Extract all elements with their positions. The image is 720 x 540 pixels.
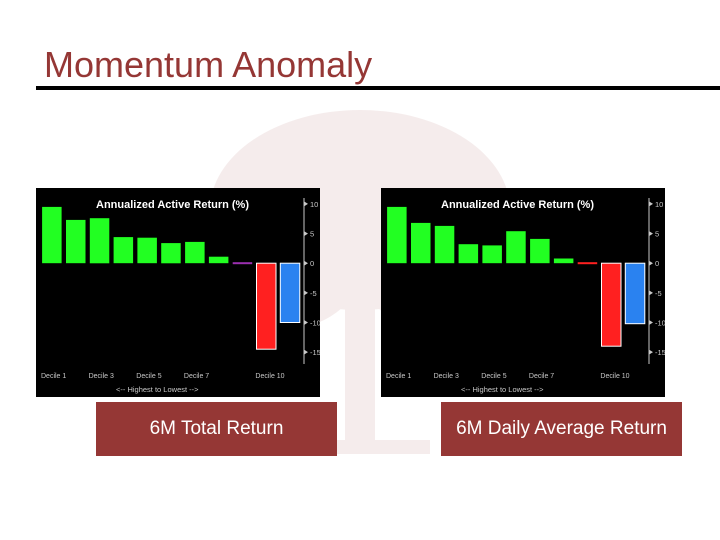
- y-tick-label: -5: [655, 289, 662, 298]
- y-tick-marker: [304, 260, 308, 266]
- caption-total-return: 6M Total Return: [96, 402, 337, 456]
- y-tick-label: 0: [310, 259, 314, 268]
- bar-2: [411, 222, 431, 264]
- x-axis-label: <-- Highest to Lowest -->: [116, 385, 199, 394]
- bar-6: [506, 231, 526, 264]
- chart-daily-average-return-svg: Annualized Active Return (%) 10 5 0 -5 -10 -15…: [386, 198, 665, 394]
- y-tick-label: -15: [655, 348, 665, 357]
- y-tick-marker: [304, 201, 308, 207]
- y-tick-marker: [649, 201, 653, 207]
- y-tick-marker: [304, 320, 308, 325]
- bar-8: [208, 256, 229, 264]
- x-tick-label: Decile 7: [184, 373, 209, 380]
- x-tick-label: Decile 3: [89, 373, 114, 380]
- title-underline: [36, 86, 720, 90]
- chart-daily-average-return: Annualized Active Return (%) 10 5 0 -5 -10 -15…: [381, 188, 665, 397]
- bar-8: [553, 258, 574, 264]
- y-tick-marker: [649, 231, 653, 237]
- y-tick-label: -15: [310, 348, 320, 357]
- y-tick-marker: [304, 231, 308, 237]
- bar-3: [434, 225, 455, 264]
- bar-4: [458, 244, 479, 264]
- x-tick-label: Decile 10: [255, 373, 284, 380]
- y-tick-marker: [304, 349, 308, 355]
- bar-11: [279, 262, 301, 323]
- x-tick-label: Decile 10: [600, 373, 629, 380]
- bar-10: [601, 262, 622, 347]
- bar-2: [66, 219, 86, 264]
- bar-1: [42, 206, 62, 264]
- slide-title: Momentum Anomaly: [44, 44, 373, 85]
- bar-11: [624, 262, 646, 325]
- y-tick-marker: [649, 290, 653, 296]
- x-tick-label: Decile 5: [481, 373, 506, 380]
- bar-10: [256, 262, 277, 350]
- x-tick-label: Decile 3: [434, 373, 459, 380]
- y-tick-label: 10: [655, 200, 663, 209]
- bar-5: [482, 245, 502, 264]
- x-tick-label: Decile 1: [41, 373, 66, 380]
- y-tick-label: -10: [655, 319, 665, 328]
- chart-title: Annualized Active Return (%): [441, 199, 594, 211]
- chart-total-return: Annualized Active Return (%) 10 5 0 -5 -10 -15…: [36, 188, 320, 397]
- y-tick-label: -5: [310, 289, 317, 298]
- bar-7: [530, 238, 550, 264]
- y-tick-marker: [649, 260, 653, 266]
- x-tick-label: Decile 1: [386, 373, 411, 380]
- y-tick-label: 0: [655, 259, 659, 268]
- bar-1: [387, 206, 407, 264]
- y-tick-marker: [649, 349, 653, 355]
- bar-9: [232, 262, 253, 265]
- bar-6: [161, 243, 181, 264]
- bar-3: [89, 218, 110, 264]
- bar-9: [577, 262, 598, 265]
- caption-daily-average-return: 6M Daily Average Return: [441, 402, 682, 456]
- bar-7: [185, 241, 205, 264]
- x-tick-label: Decile 7: [529, 373, 554, 380]
- bar-5: [137, 237, 157, 264]
- y-tick-marker: [304, 290, 308, 296]
- chart-total-return-svg: Annualized Active Return (%) 10 5 0 -5 -10 -15…: [41, 198, 320, 394]
- y-tick-marker: [649, 320, 653, 325]
- x-tick-label: Decile 5: [136, 373, 161, 380]
- chart-title: Annualized Active Return (%): [96, 199, 249, 211]
- y-tick-label: 5: [310, 230, 314, 239]
- x-axis-label: <-- Highest to Lowest -->: [461, 385, 544, 394]
- y-tick-label: 5: [655, 230, 659, 239]
- y-tick-label: -10: [310, 319, 320, 328]
- bar-4: [113, 237, 134, 264]
- y-tick-label: 10: [310, 200, 318, 209]
